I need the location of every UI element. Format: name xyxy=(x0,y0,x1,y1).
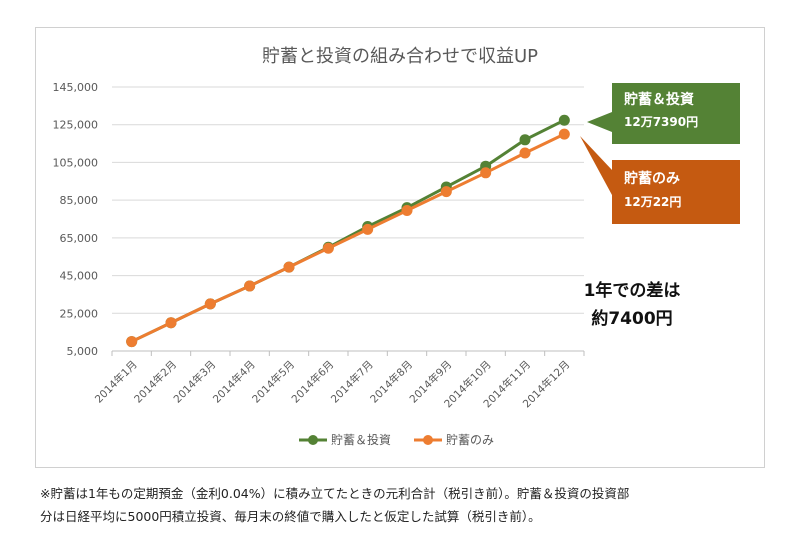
legend-item-saving: 貯蓄のみ xyxy=(414,433,494,447)
data-point xyxy=(322,242,334,254)
legend-item-invest: 貯蓄＆投資 xyxy=(299,432,391,447)
footnote-line1: ※貯蓄は1年もの定期預金（金利0.04%）に積み立てたときの元利合計（税引き前）… xyxy=(40,486,630,501)
gridlines xyxy=(112,86,584,352)
y-tick-label: 85,000 xyxy=(60,194,99,207)
data-point xyxy=(283,261,295,273)
data-point xyxy=(558,128,570,140)
invest-callout-pointer xyxy=(587,112,612,132)
footnote-line2: 分は日経平均に5000円積立投資、毎月末の終値で購入したと仮定した試算（税引き前… xyxy=(40,509,541,524)
footnote: ※貯蓄は1年もの定期預金（金利0.04%）に積み立てたときの元利合計（税引き前）… xyxy=(40,482,775,528)
invest-callout-title: 貯蓄＆投資 xyxy=(624,91,694,108)
data-point xyxy=(401,205,413,217)
data-point xyxy=(204,298,216,310)
y-tick-label: 5,000 xyxy=(67,345,99,358)
y-tick-label: 45,000 xyxy=(60,270,99,283)
series-line xyxy=(131,132,565,343)
data-point xyxy=(558,114,570,126)
y-tick-label: 65,000 xyxy=(60,232,99,245)
chart-title: 貯蓄と投資の組み合わせで収益UP xyxy=(262,46,538,67)
data-point xyxy=(126,336,138,348)
series-group xyxy=(126,114,570,348)
saving-callout-box xyxy=(612,160,740,224)
invest-callout-value: 12万7390円 xyxy=(624,115,698,129)
saving-callout-value: 12万22円 xyxy=(624,195,681,209)
invest-callout: 貯蓄＆投資 12万7390円 xyxy=(587,83,740,144)
difference-line2: 約7400円 xyxy=(591,308,672,329)
legend-label-saving: 貯蓄のみ xyxy=(446,433,494,447)
series-saving xyxy=(126,128,570,348)
saving-callout-pointer xyxy=(580,136,612,195)
saving-callout: 貯蓄のみ 12万22円 xyxy=(580,136,740,224)
data-point xyxy=(519,134,531,146)
data-point xyxy=(244,280,256,292)
x-axis-ticks: 2014年1月2014年2月2014年3月2014年4月2014年5月2014年… xyxy=(92,351,585,410)
y-tick-label: 145,000 xyxy=(53,81,99,94)
data-point xyxy=(519,147,531,159)
data-point xyxy=(480,167,492,179)
legend: 貯蓄＆投資 貯蓄のみ xyxy=(299,432,494,447)
series-line xyxy=(131,118,566,343)
legend-label-invest: 貯蓄＆投資 xyxy=(331,432,391,447)
line-chart: 貯蓄と投資の組み合わせで収益UP 145,000 125,000 105,000 85… xyxy=(53,46,740,447)
data-point xyxy=(440,186,452,198)
data-point xyxy=(362,223,374,235)
data-point xyxy=(165,317,177,329)
y-tick-label: 125,000 xyxy=(53,119,99,132)
saving-callout-title: 貯蓄のみ xyxy=(624,170,680,187)
invest-callout-box xyxy=(612,83,740,144)
y-tick-label: 25,000 xyxy=(60,307,99,320)
y-tick-label: 105,000 xyxy=(53,156,99,169)
y-axis-ticks: 145,000 125,000 105,000 85,000 65,000 45,000 2… xyxy=(53,81,99,358)
difference-line1: 1年での差は xyxy=(584,280,681,301)
